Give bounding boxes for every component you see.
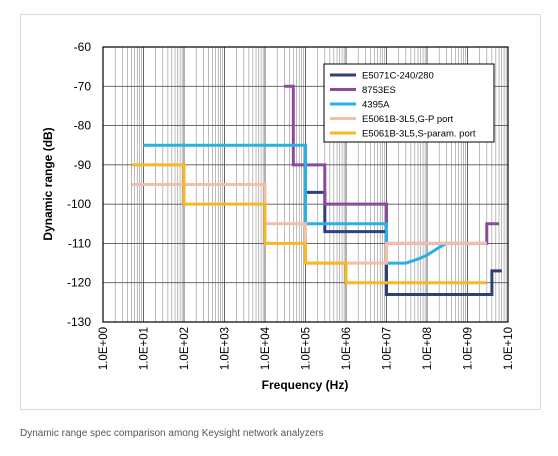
y-tick-label: -110 <box>68 236 91 250</box>
series-line-2 <box>284 84 499 245</box>
x-tick-label: 1.0E+06 <box>341 327 353 370</box>
series-line-3 <box>143 143 448 265</box>
y-axis-label: Dynamic range (dB) <box>41 127 55 240</box>
y-tick-label: -60 <box>74 40 92 54</box>
x-axis-label: Frequency (Hz) <box>262 378 349 392</box>
figure-frame <box>20 14 541 410</box>
figure-caption: Dynamic range spec comparison among Keys… <box>20 428 324 439</box>
y-tick-label: -90 <box>74 158 92 172</box>
x-tick-label: 1.0E+08 <box>422 327 434 370</box>
x-tick-label: 1.0E+07 <box>382 327 394 370</box>
legend-label: E5071C-240/280 <box>362 71 434 82</box>
x-tick-label: 1.0E+00 <box>98 327 110 370</box>
x-tick-label: 1.0E+02 <box>179 327 191 370</box>
y-tick-label: -80 <box>74 119 92 133</box>
y-tick-label: -120 <box>67 276 91 290</box>
x-tick-label: 1.0E+04 <box>260 326 272 370</box>
x-tick-label: 1.0E+05 <box>301 327 313 370</box>
y-tick-label: -70 <box>74 79 92 93</box>
x-tick-label: 1.0E+03 <box>220 327 232 370</box>
legend-label: E5061B-3L5,S-param. port <box>362 129 476 140</box>
y-tick-label: -130 <box>67 315 91 329</box>
legend-label: 8753ES <box>362 85 396 96</box>
x-tick-labels: 1.0E+00 1.0E+01 1.0E+02 1.0E+03 1.0E+04 1.0E+… <box>98 326 515 370</box>
legend: E5071C-240/280 8753ES 4395A E5061B-3L5,G-P … <box>323 63 495 143</box>
legend-label: E5061B-3L5,G-P port <box>362 114 454 125</box>
series-line-5 <box>131 163 487 285</box>
dynamic-range-chart: -60-70-80-90-100-110-120-130 1.0E+00 1.0E… <box>41 40 515 392</box>
x-tick-label: 1.0E+10 <box>503 327 515 370</box>
y-tick-labels: -60 -70 -80 -90 -100 -110 -120 -130 <box>67 40 91 329</box>
series-lines <box>131 84 502 296</box>
y-tick-label: -100 <box>67 197 91 211</box>
legend-items: E5071C-240/280 8753ES 4395A E5061B-3L5,G-P … <box>330 71 476 140</box>
legend-label: 4395A <box>362 100 390 111</box>
x-tick-label: 1.0E+09 <box>463 327 475 370</box>
plot-border <box>102 46 509 323</box>
x-tick-label: 1.0E+01 <box>139 327 151 370</box>
